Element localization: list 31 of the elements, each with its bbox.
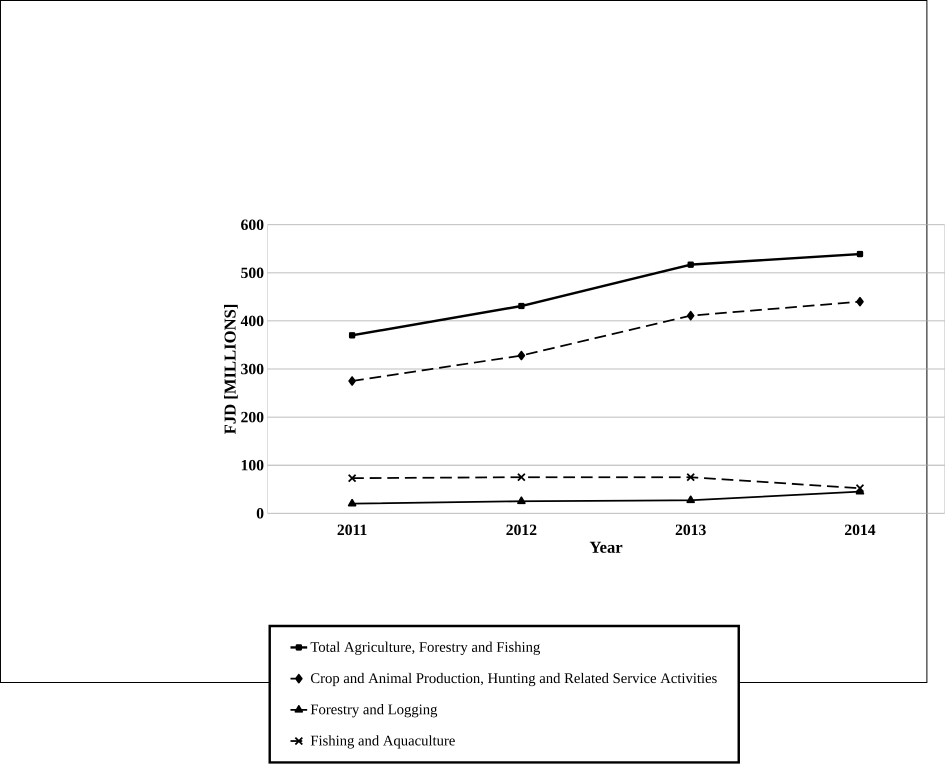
point: [856, 251, 864, 258]
y-axis-title: FJD [MILLIONS]: [224, 305, 238, 434]
point: [348, 332, 356, 339]
point: [686, 473, 696, 482]
x-tick-label: 2011: [338, 524, 367, 536]
legend-label: Total Agriculture, Forestry and Fishing: [310, 642, 540, 656]
y-tick-label: 400: [240, 316, 264, 326]
point: [518, 302, 525, 310]
y-tick-label: 100: [242, 460, 264, 471]
point: [518, 350, 526, 360]
x-axis-title: Year: [590, 542, 622, 554]
legend-label: Fishing and Aquaculture: [310, 735, 455, 749]
point: [517, 473, 526, 482]
y-tick-label: 0: [256, 508, 264, 519]
y-tick-label: 200: [241, 412, 264, 423]
y-tick-label: 300: [241, 364, 264, 374]
point: [686, 310, 694, 321]
x-tick-label: 2014: [844, 524, 876, 536]
x-tick-label: 2013: [676, 524, 706, 536]
y-tick-label: 500: [241, 268, 264, 278]
point: [348, 474, 356, 483]
legend-label: Forestry and Logging: [310, 704, 438, 718]
point: [686, 496, 695, 504]
point: [688, 262, 694, 268]
legend-label: Crop and Animal Production, Hunting and Related Service Activities: [310, 672, 717, 686]
point: [348, 499, 356, 507]
y-tick-label: 600: [241, 220, 264, 230]
x-tick-label: 2012: [506, 524, 536, 536]
point: [348, 376, 356, 386]
point: [856, 297, 864, 307]
point: [517, 496, 526, 504]
